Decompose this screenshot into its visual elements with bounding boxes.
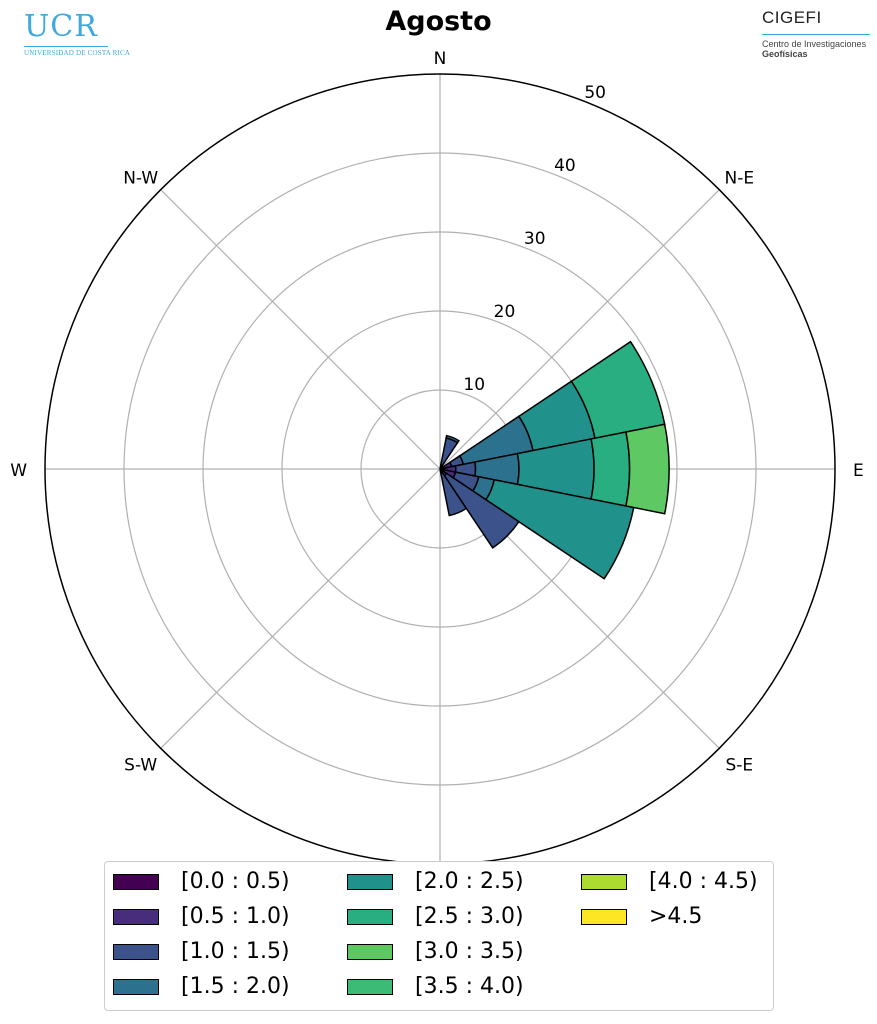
cigefi-logo-rule	[762, 34, 870, 35]
legend-swatch	[113, 978, 159, 995]
direction-label-s-e: S-E	[725, 755, 753, 775]
legend-item: [0.0 : 0.5)	[113, 869, 290, 894]
angular-gridline	[439, 189, 720, 470]
legend-swatch	[347, 908, 393, 925]
legend-item: [1.0 : 1.5)	[113, 939, 290, 964]
legend-swatch	[113, 943, 159, 960]
legend-label: [2.0 : 2.5)	[415, 869, 524, 894]
direction-label-n-e: N-E	[725, 169, 755, 189]
legend-label: [3.0 : 3.5)	[415, 939, 524, 964]
legend-item: [3.5 : 4.0)	[347, 974, 524, 999]
radial-tick-label: 10	[463, 375, 485, 395]
legend-label: [4.0 : 4.5)	[649, 869, 758, 894]
cigefi-subtitle-2: Geofísicas	[762, 49, 808, 59]
wind-rose-bar	[625, 423, 670, 515]
legend-item: [3.0 : 3.5)	[347, 939, 524, 964]
legend-label: [2.5 : 3.0)	[415, 904, 524, 929]
legend-item: [4.0 : 4.5)	[581, 869, 758, 894]
legend: [0.0 : 0.5) [0.5 : 1.0) [1.0 : 1.5) [1.5 : …	[104, 861, 774, 1011]
wind-rose-bar	[443, 472, 520, 549]
direction-label-w: W	[10, 461, 27, 481]
direction-label-e: E	[853, 461, 864, 481]
legend-item: [1.5 : 2.0)	[113, 974, 290, 999]
legend-item: [2.5 : 3.0)	[347, 904, 524, 929]
cigefi-subtitle-1: Centro de Investigaciones	[762, 39, 867, 49]
legend-item: [2.0 : 2.5)	[347, 869, 524, 894]
legend-swatch	[347, 943, 393, 960]
wind-rose-bar	[439, 471, 468, 517]
cigefi-logo-text: CIGEFI	[762, 8, 822, 27]
cigefi-logo: CIGEFI Centro de Investigaciones Geofísi…	[762, 8, 872, 59]
legend-swatch	[581, 873, 627, 890]
direction-label-s-w: S-W	[124, 755, 157, 775]
ucr-logo-text: UCR	[24, 9, 98, 44]
legend-swatch	[581, 908, 627, 925]
legend-label: [3.5 : 4.0)	[415, 974, 524, 999]
legend-swatch	[347, 978, 393, 995]
ucr-logo-subtext: UNIVERSIDAD DE COSTA RICA	[24, 49, 131, 57]
radial-tick-label: 30	[524, 229, 546, 249]
wind-rose-bar	[484, 478, 635, 580]
legend-swatch	[113, 873, 159, 890]
radial-tick-label: 40	[554, 156, 576, 176]
direction-label-n: N	[434, 49, 447, 69]
legend-swatch	[347, 873, 393, 890]
wind-rose-bar	[445, 434, 460, 444]
radial-tick-label: 50	[584, 83, 606, 103]
legend-swatch	[113, 908, 159, 925]
legend-item: [0.5 : 1.0)	[113, 904, 290, 929]
direction-label-n-w: N-W	[123, 169, 158, 189]
chart-title: Agosto	[385, 6, 492, 37]
angular-gridline	[160, 189, 441, 470]
wind-rose-bar	[590, 431, 631, 507]
legend-label: [0.0 : 0.5)	[181, 869, 290, 894]
legend-label: [0.5 : 1.0)	[181, 904, 290, 929]
legend-label: [1.0 : 1.5)	[181, 939, 290, 964]
legend-label: >4.5	[649, 904, 703, 929]
radial-tick-label: 20	[494, 302, 516, 322]
ucr-logo: UCR UNIVERSIDAD DE COSTA RICA	[24, 9, 131, 57]
angular-gridline	[160, 468, 441, 749]
legend-label: [1.5 : 2.0)	[181, 974, 290, 999]
ucr-logo-rule	[24, 46, 108, 47]
legend-item: >4.5	[581, 904, 702, 929]
